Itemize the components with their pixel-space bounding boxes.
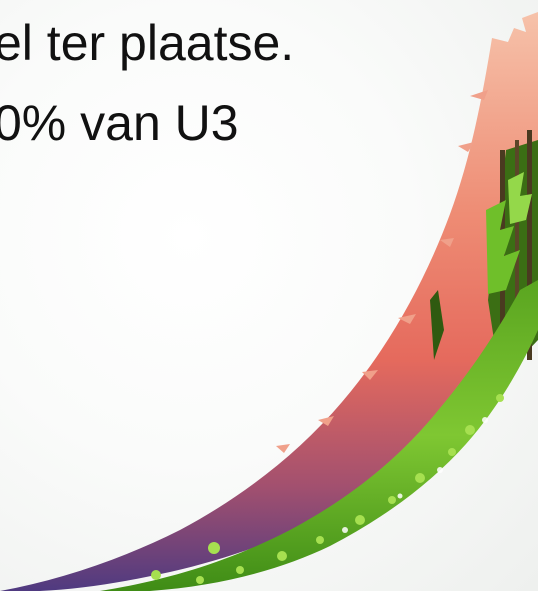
sunset-band [0,12,538,591]
slide-text-line-1: el ter plaatse. [0,15,295,71]
slide-text-line-2: 0% van U3 [0,95,239,151]
white-leaf-gaps [342,417,488,533]
foliage-band [100,280,538,591]
leaf-speckles [151,394,504,584]
